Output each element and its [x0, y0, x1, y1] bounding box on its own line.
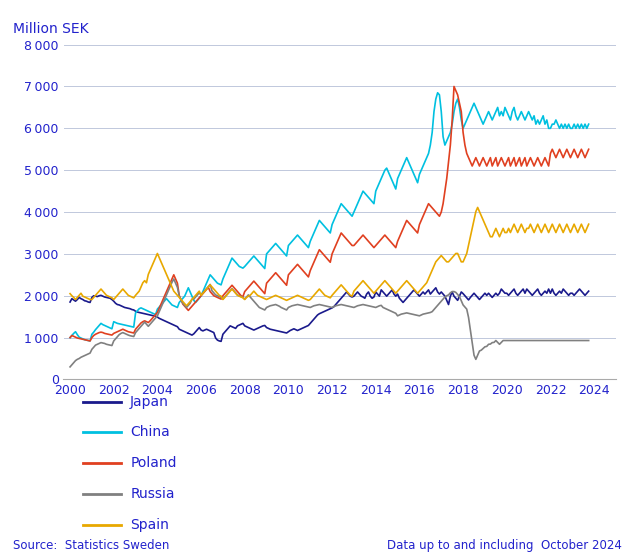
Text: China: China [130, 425, 170, 440]
Text: Poland: Poland [130, 456, 177, 470]
Text: Million SEK: Million SEK [13, 22, 88, 36]
Text: Spain: Spain [130, 517, 169, 532]
Text: Russia: Russia [130, 487, 175, 501]
Text: Source:  Statistics Sweden: Source: Statistics Sweden [13, 540, 169, 552]
Text: Data up to and including  October 2024: Data up to and including October 2024 [387, 540, 622, 552]
Text: Japan: Japan [130, 395, 169, 409]
